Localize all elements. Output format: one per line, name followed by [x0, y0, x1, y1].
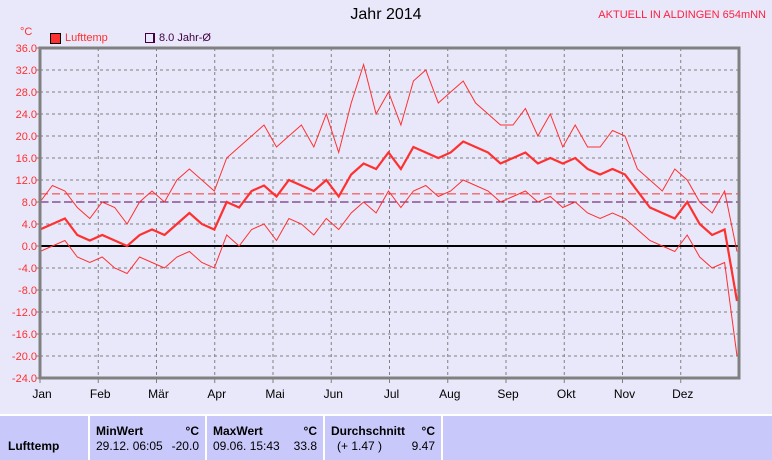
- y-tick-label: -12.0: [12, 307, 37, 319]
- y-tick-label: -16.0: [12, 329, 37, 341]
- y-tick-label: 20.0: [16, 131, 37, 143]
- x-tick-label: Apr: [207, 387, 226, 401]
- stats-table: Lufttemp MinWert °C 29.12. 06:05 -20.0 M…: [0, 414, 772, 460]
- y-tick-label: -4.0: [18, 263, 37, 275]
- x-tick-label: Okt: [557, 387, 576, 401]
- y-tick-label: 36.0: [16, 43, 37, 55]
- y-tick-label: 12.0: [16, 175, 37, 187]
- max-header: MaxWert: [213, 424, 263, 438]
- x-tick-label: Nov: [614, 387, 635, 401]
- min-cell: MinWert °C 29.12. 06:05 -20.0: [88, 416, 205, 460]
- legend-label: 8.0 Jahr-Ø: [159, 32, 211, 44]
- chart-title: Jahr 2014: [350, 6, 422, 23]
- max-unit: °C: [303, 424, 317, 438]
- plot-border: [38, 46, 741, 380]
- avg-cell: Durchschnitt °C (+ 1.47 ) 9.47: [323, 416, 441, 460]
- x-tick-label: Mär: [148, 387, 169, 401]
- y-tick-label: 24.0: [16, 109, 37, 121]
- series-line-min: [39, 179, 738, 357]
- x-tick-label: Sep: [497, 387, 519, 401]
- x-tick-label: Jul: [384, 387, 399, 401]
- avg-header: Durchschnitt: [331, 424, 406, 438]
- avg-unit: °C: [421, 424, 435, 438]
- series-line-max: [39, 62, 738, 252]
- y-tick-label: 8.0: [22, 197, 37, 209]
- temperature-chart: 36.0 32.0 28.0 24.0 20.0 16.0 12.0 8.0 4.0 0.0 -4.…: [12, 43, 741, 401]
- legend-swatch: [50, 32, 61, 44]
- legend-label: Lufttemp: [65, 32, 108, 44]
- series-line-mean: [39, 140, 739, 302]
- y-tick-label: 4.0: [22, 219, 37, 231]
- x-tick-label: Feb: [90, 387, 111, 401]
- y-tick-label: 0.0: [22, 241, 37, 253]
- y-tick-label: 28.0: [16, 87, 37, 99]
- x-tick-label: Mai: [265, 387, 284, 401]
- y-axis-unit: °C: [20, 26, 33, 38]
- max-time: 09.06. 15:43: [213, 439, 280, 453]
- y-tick-label: -24.0: [12, 373, 37, 385]
- y-tick-label: -20.0: [12, 351, 37, 363]
- min-header: MinWert: [96, 424, 144, 438]
- min-value: -20.0: [171, 439, 199, 453]
- y-tick-label: 32.0: [16, 65, 37, 77]
- legend-longterm: 8.0 Jahr-Ø: [145, 32, 211, 44]
- x-tick-label: Aug: [439, 387, 460, 401]
- max-cell: MaxWert °C 09.06. 15:43 33.8: [205, 416, 323, 460]
- legend-swatch: [145, 33, 155, 43]
- x-tick-label: Jun: [324, 387, 343, 401]
- station-label: AKTUELL IN ALDINGEN 654mNN: [598, 9, 766, 21]
- max-value: 33.8: [293, 439, 317, 453]
- legend-lufttemp: Lufttemp: [50, 32, 108, 44]
- x-tick-label: Dez: [672, 387, 693, 401]
- y-tick-label: -8.0: [18, 285, 37, 297]
- empty-cell: [441, 416, 772, 460]
- avg-diff: (+ 1.47 ): [337, 439, 383, 453]
- y-tick-label: 16.0: [16, 153, 37, 165]
- min-time: 29.12. 06:05: [96, 439, 163, 453]
- avg-value: 9.47: [411, 439, 435, 453]
- x-tick-label: Jan: [32, 387, 51, 401]
- min-unit: °C: [185, 424, 199, 438]
- row-label: Lufttemp: [8, 439, 60, 453]
